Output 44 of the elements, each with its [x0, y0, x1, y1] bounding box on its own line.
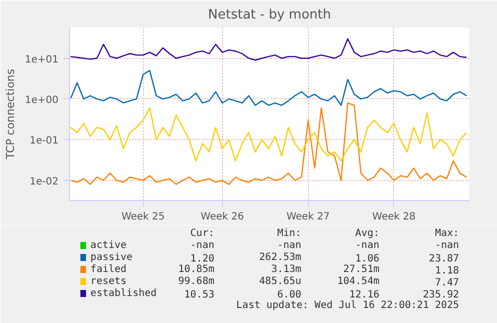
text: -nan: [355, 240, 380, 251]
y-tick-label: 1e+01: [24, 54, 59, 66]
text: 104.54m: [337, 276, 380, 287]
text: 99.68m: [178, 276, 214, 287]
y-tick-label: 1e-02: [30, 176, 59, 188]
x-tick-label: Week 25: [121, 212, 165, 222]
text: Cur:: [190, 228, 214, 239]
text: Max:: [434, 228, 460, 239]
text: 485.65u: [259, 276, 302, 287]
y-axis-title: TCP connections: [4, 68, 17, 160]
line-series: [70, 102, 468, 185]
text: 3.13m: [271, 264, 302, 275]
legend-label: passive: [90, 252, 133, 263]
text: 1.18: [434, 266, 460, 276]
line-series: [70, 38, 468, 61]
text: -nan: [190, 240, 214, 251]
text: 1.06: [355, 254, 380, 264]
line-series: [70, 70, 468, 106]
legend-label: established: [90, 288, 157, 299]
legend-label: active: [90, 240, 127, 251]
x-tick-label: Week 26: [200, 212, 244, 222]
text: 23.87: [428, 254, 460, 264]
x-tick-label: Week 28: [372, 212, 416, 222]
text: 262.53m: [259, 252, 302, 263]
y-tick-label: 1e+00: [24, 94, 59, 106]
line-series: [70, 107, 468, 162]
text: -nan: [277, 240, 302, 251]
y-tick-label: 1e-01: [30, 136, 59, 147]
text: 1.20: [190, 254, 214, 264]
text: Min:: [277, 228, 302, 239]
text: 7.47: [434, 278, 460, 288]
text: 235.92: [422, 290, 460, 300]
text: 10.85m: [178, 264, 214, 275]
text: 10.53: [184, 290, 214, 300]
text: -nan: [434, 240, 460, 251]
text: 6.00: [277, 290, 302, 300]
text: 12.16: [349, 290, 380, 300]
text: 27.51m: [343, 264, 380, 275]
x-tick-label: Week 27: [286, 212, 330, 222]
chart-title: Netstat - by month: [208, 8, 331, 22]
legend-label: failed: [90, 264, 127, 275]
legend-label: resets: [90, 276, 127, 287]
text: Last update: Wed Jul 16 22:00:21 2025: [236, 300, 460, 311]
text: Avg:: [355, 228, 380, 239]
